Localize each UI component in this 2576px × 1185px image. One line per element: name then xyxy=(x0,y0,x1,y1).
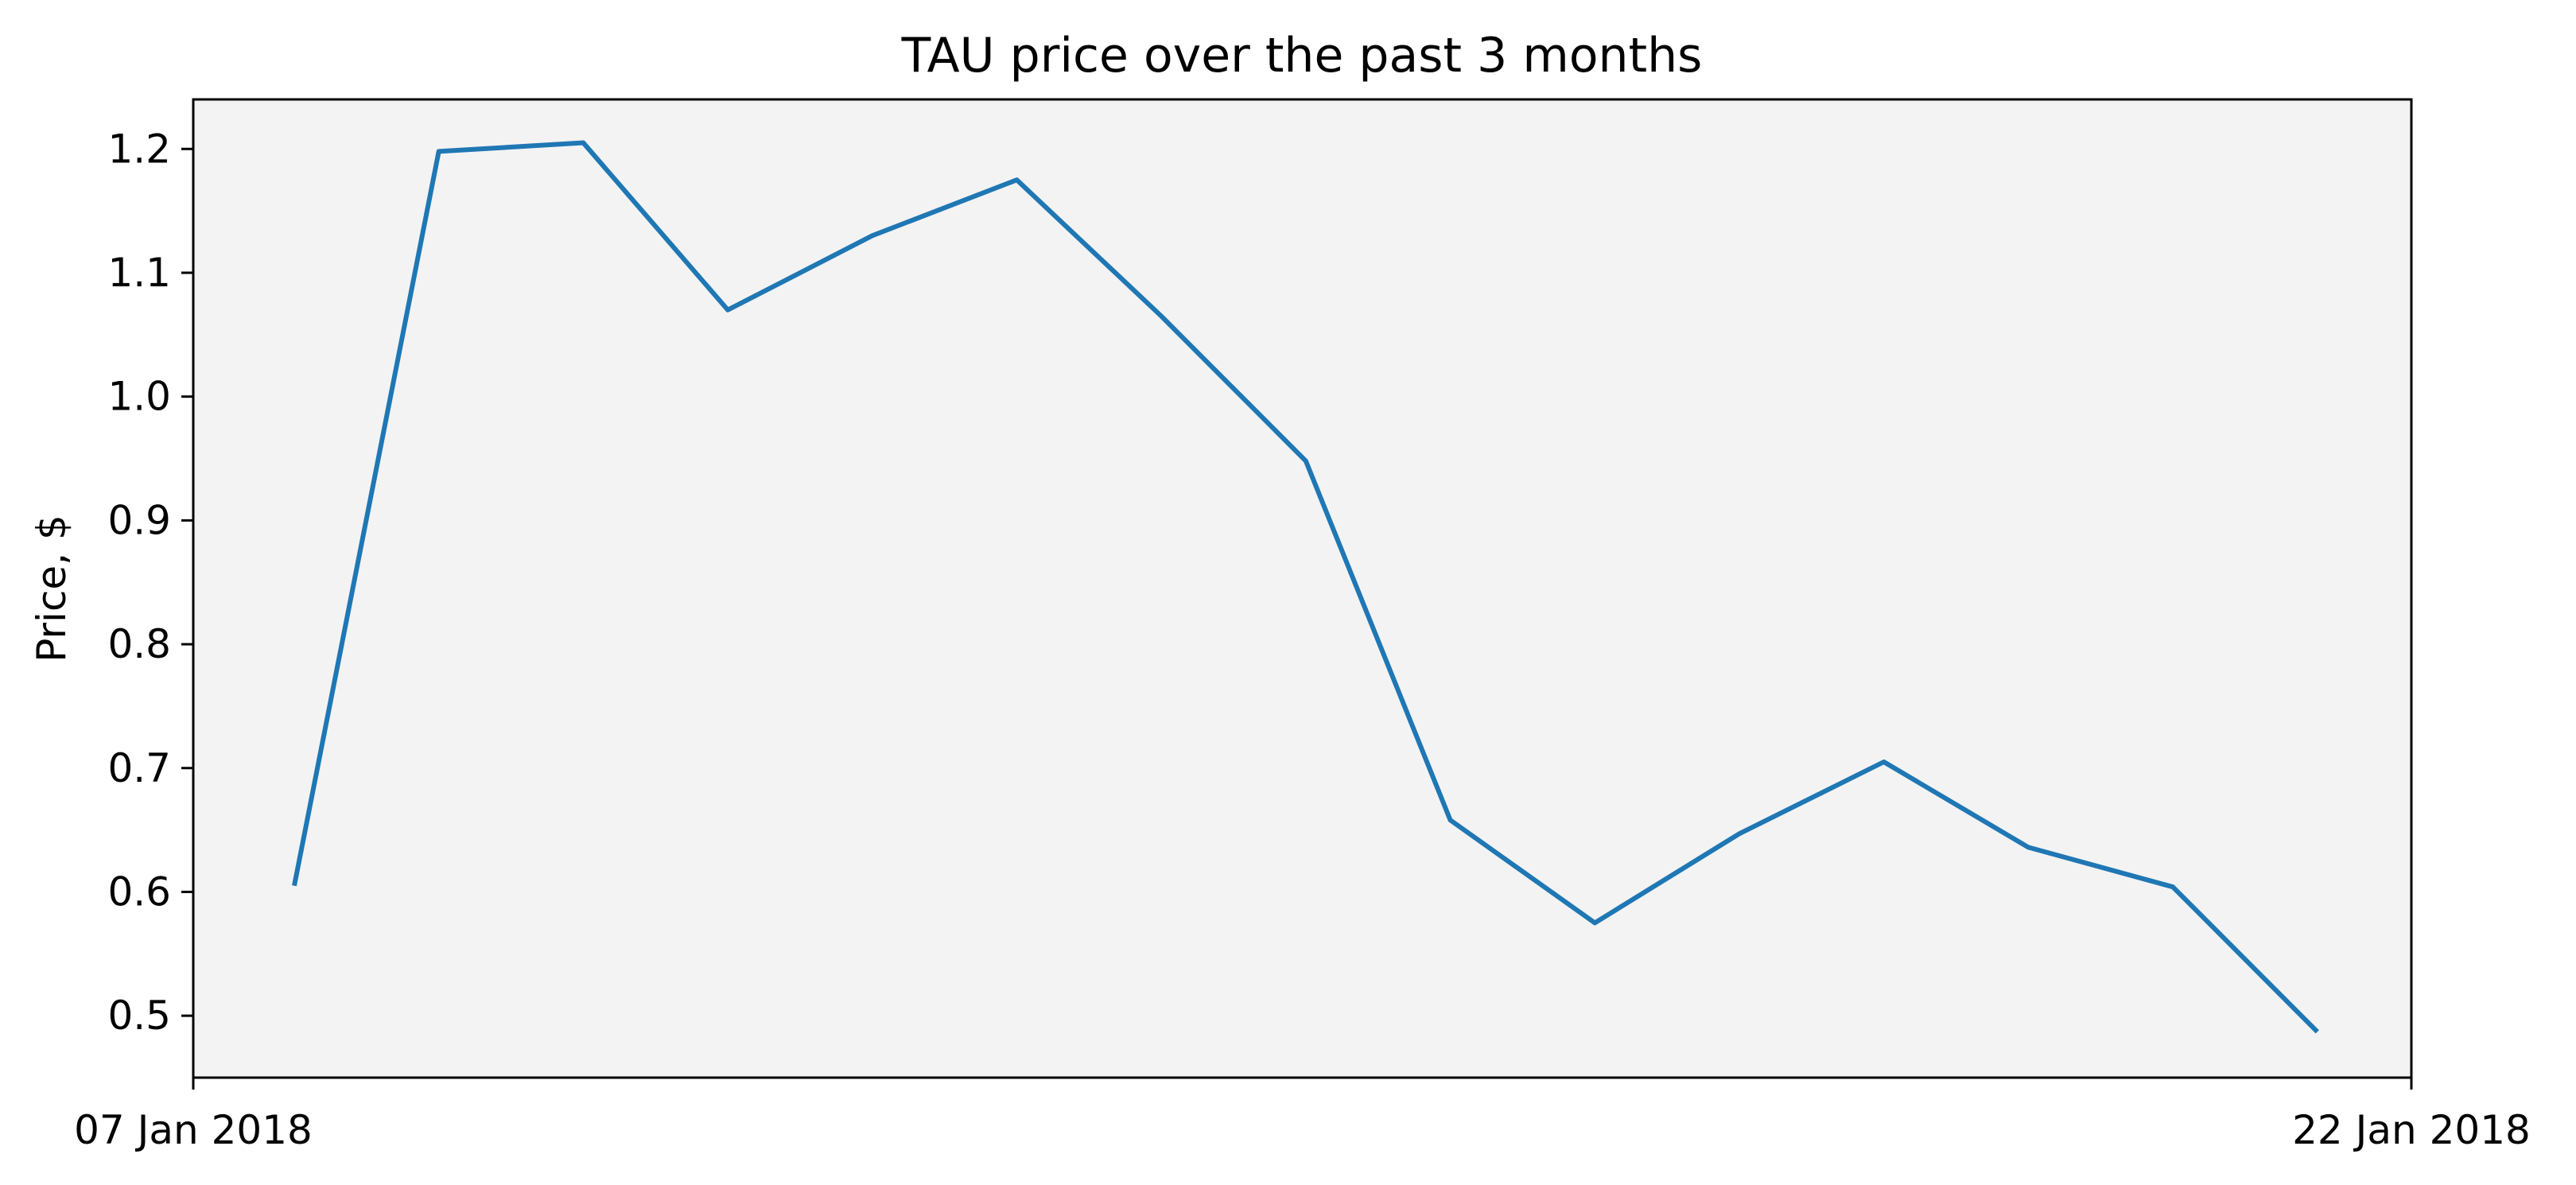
y-tick-label: 0.6 xyxy=(107,868,171,915)
y-tick-label: 0.9 xyxy=(107,497,171,543)
chart-title: TAU price over the past 3 months xyxy=(901,28,1703,84)
series-line xyxy=(292,140,2319,1034)
x-tick-label: 22 Jan 2018 xyxy=(2292,1107,2531,1153)
y-axis: 0.5 0.6 0.7 0.8 0.9 1.0 1.1 1.2 xyxy=(107,126,193,1039)
x-tick-label: 07 Jan 2018 xyxy=(74,1107,313,1153)
y-tick-label: 0.5 xyxy=(107,993,171,1039)
y-tick-label: 1.2 xyxy=(107,126,171,172)
y-tick-label: 1.1 xyxy=(107,250,171,296)
y-tick-label: 0.7 xyxy=(107,745,171,791)
series-group xyxy=(292,140,2319,1034)
x-axis: 07 Jan 2018 22 Jan 2018 xyxy=(74,1078,2531,1153)
y-axis-label: Price, $ xyxy=(29,515,75,662)
y-tick-label: 1.0 xyxy=(107,374,171,420)
y-tick-label: 0.8 xyxy=(107,621,171,667)
plot-area xyxy=(192,98,2413,1079)
